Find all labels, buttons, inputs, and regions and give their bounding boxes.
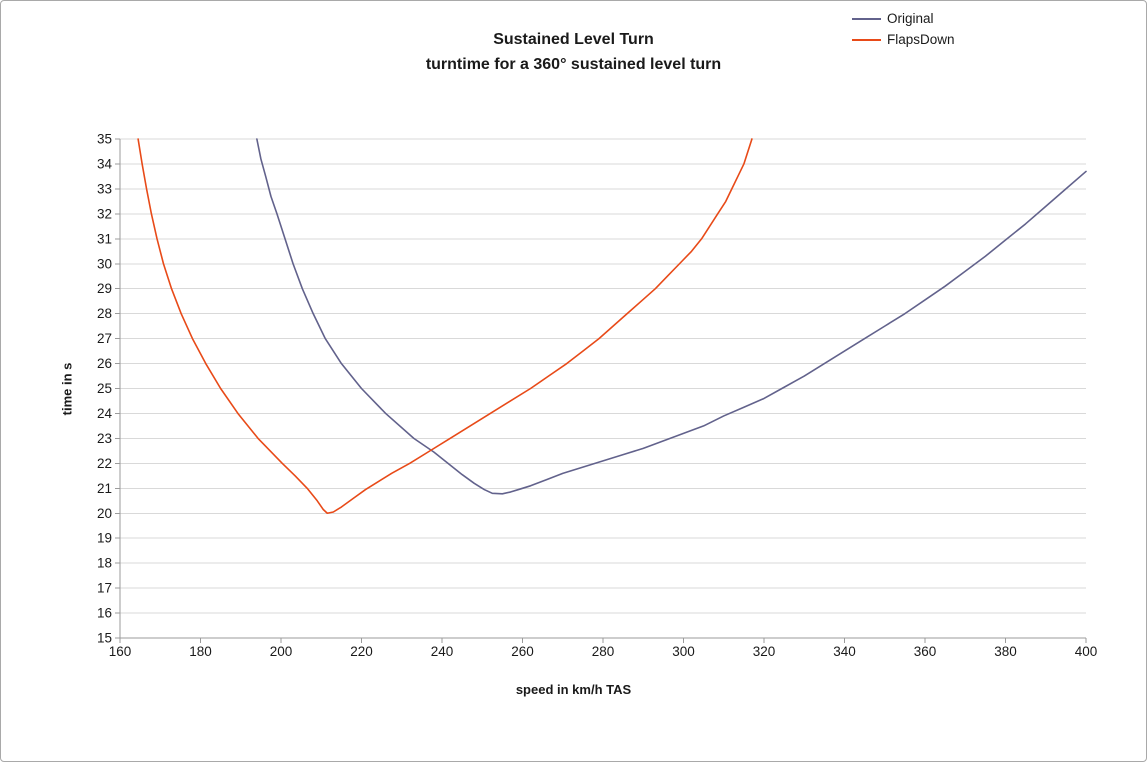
x-axis-title: speed in km/h TAS — [515, 682, 632, 697]
chart-title-line2: turntime for a 360° sustained level turn — [425, 56, 722, 73]
svg-text:21: 21 — [97, 481, 112, 496]
chart-title-line1: Sustained Level Turn — [493, 31, 654, 48]
svg-text:340: 340 — [833, 644, 856, 659]
svg-text:19: 19 — [97, 531, 112, 546]
legend-label-original: Original — [887, 11, 934, 26]
svg-text:30: 30 — [97, 256, 112, 271]
legend-item-flapsdown: FlapsDown — [852, 29, 955, 50]
svg-text:200: 200 — [270, 644, 293, 659]
svg-text:35: 35 — [97, 132, 112, 147]
svg-text:23: 23 — [97, 431, 112, 446]
svg-text:260: 260 — [511, 644, 534, 659]
svg-text:20: 20 — [97, 506, 112, 521]
svg-text:33: 33 — [97, 181, 112, 196]
svg-text:400: 400 — [1075, 644, 1098, 659]
chart-title: Sustained Level Turn turntime for a 360°… — [1, 27, 1146, 77]
svg-text:26: 26 — [97, 356, 112, 371]
svg-text:320: 320 — [753, 644, 776, 659]
svg-text:24: 24 — [97, 406, 113, 421]
svg-text:17: 17 — [97, 581, 112, 596]
svg-text:220: 220 — [350, 644, 373, 659]
svg-text:300: 300 — [672, 644, 695, 659]
svg-text:29: 29 — [97, 281, 112, 296]
svg-text:18: 18 — [97, 556, 112, 571]
svg-text:280: 280 — [592, 644, 615, 659]
legend-label-flapsdown: FlapsDown — [887, 32, 955, 47]
svg-text:27: 27 — [97, 331, 112, 346]
series-line-original — [256, 138, 1087, 495]
svg-text:34: 34 — [97, 156, 113, 171]
svg-text:31: 31 — [97, 231, 112, 246]
svg-text:380: 380 — [994, 644, 1017, 659]
svg-text:32: 32 — [97, 206, 112, 221]
svg-text:25: 25 — [97, 381, 112, 396]
legend-item-original: Original — [852, 8, 955, 29]
legend-line-sample-original — [852, 17, 881, 20]
svg-text:240: 240 — [431, 644, 454, 659]
svg-text:15: 15 — [97, 631, 112, 646]
svg-text:28: 28 — [97, 306, 112, 321]
svg-text:22: 22 — [97, 456, 112, 471]
svg-text:160: 160 — [109, 644, 132, 659]
legend-line-sample-flapsdown — [852, 38, 881, 41]
series-line-flapsdown — [137, 138, 753, 515]
y-axis-title: time in s — [59, 362, 75, 416]
svg-text:16: 16 — [97, 606, 112, 621]
legend: Original FlapsDown — [852, 8, 955, 50]
svg-text:180: 180 — [189, 644, 212, 659]
svg-text:360: 360 — [914, 644, 937, 659]
